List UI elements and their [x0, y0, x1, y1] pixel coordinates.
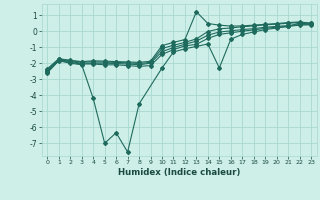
X-axis label: Humidex (Indice chaleur): Humidex (Indice chaleur): [118, 168, 240, 177]
